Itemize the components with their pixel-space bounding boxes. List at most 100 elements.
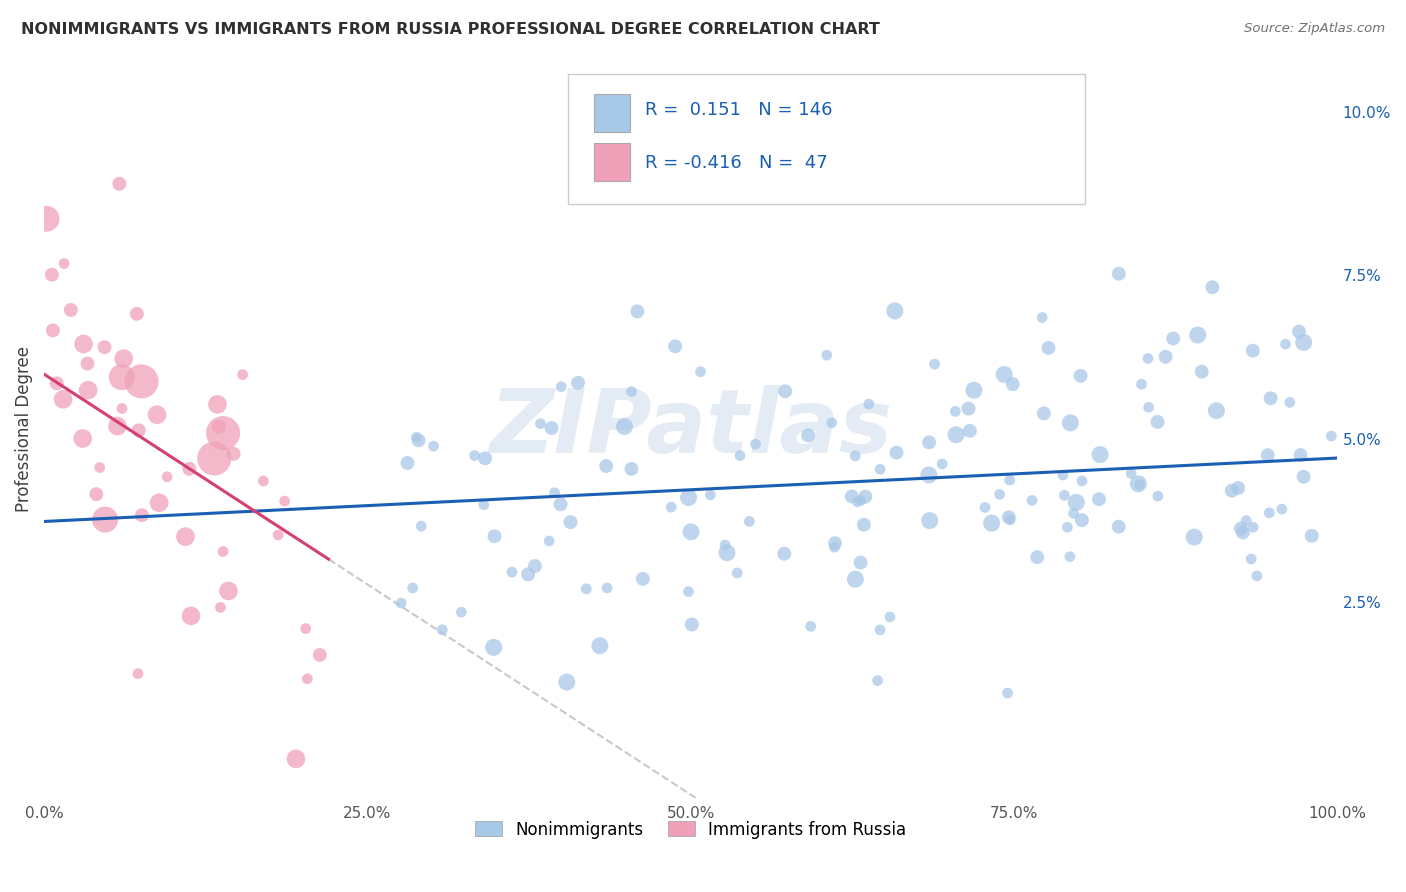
Point: [396, 456, 419, 470]
Text: R =  0.151   N = 146: R = 0.151 N = 146: [645, 101, 832, 119]
Point: [59, 302, 82, 317]
Point: [931, 457, 953, 471]
Point: [131, 375, 153, 389]
Y-axis label: Professional Degree: Professional Degree: [15, 346, 32, 512]
Point: [53, 256, 76, 270]
Point: [146, 408, 169, 422]
Point: [523, 559, 546, 574]
Point: [1129, 478, 1152, 492]
Point: [1136, 351, 1159, 366]
Point: [35, 211, 58, 226]
Point: [963, 383, 986, 397]
Point: [1220, 483, 1243, 498]
Point: [111, 370, 134, 384]
Point: [297, 672, 319, 686]
Point: [844, 449, 866, 463]
Point: [1026, 550, 1049, 565]
Point: [517, 567, 540, 582]
Point: [957, 401, 980, 416]
Point: [207, 397, 229, 411]
Point: [389, 596, 412, 610]
Point: [432, 623, 454, 637]
Point: [714, 538, 737, 552]
Point: [1038, 341, 1060, 355]
Point: [738, 515, 761, 529]
Point: [52, 392, 75, 407]
Point: [294, 622, 316, 636]
Point: [631, 572, 654, 586]
Point: [273, 494, 295, 508]
Point: [596, 581, 619, 595]
Point: [41, 268, 63, 282]
Point: [567, 376, 589, 390]
Point: [1059, 416, 1081, 430]
Point: [849, 556, 872, 570]
Point: [918, 467, 941, 482]
Point: [72, 432, 94, 446]
Point: [1227, 481, 1250, 495]
Point: [1063, 507, 1085, 521]
Point: [560, 515, 582, 529]
Point: [77, 383, 100, 397]
Point: [401, 581, 423, 595]
Point: [852, 517, 875, 532]
Point: [797, 428, 820, 442]
FancyBboxPatch shape: [593, 143, 630, 181]
Point: [945, 427, 967, 442]
Point: [450, 605, 472, 619]
Point: [1128, 476, 1150, 491]
Point: [1071, 513, 1094, 527]
Point: [659, 500, 682, 515]
Point: [550, 497, 572, 511]
Point: [1205, 403, 1227, 417]
Point: [408, 434, 430, 448]
Point: [1240, 552, 1263, 566]
Point: [222, 447, 245, 461]
Point: [538, 533, 561, 548]
Point: [595, 458, 617, 473]
Point: [869, 462, 891, 476]
Point: [529, 417, 551, 431]
Point: [125, 307, 148, 321]
Point: [681, 617, 703, 632]
Point: [689, 365, 711, 379]
Point: [1230, 522, 1253, 536]
Point: [422, 439, 444, 453]
Point: [1241, 343, 1264, 358]
Point: [1187, 328, 1209, 343]
Point: [111, 401, 134, 416]
Point: [1288, 325, 1310, 339]
Point: [869, 623, 891, 637]
Point: [1146, 415, 1168, 429]
Point: [1241, 520, 1264, 534]
Point: [998, 473, 1021, 487]
Point: [174, 530, 197, 544]
Point: [128, 423, 150, 437]
Point: [131, 508, 153, 523]
Point: [998, 513, 1021, 527]
Text: ZIPatlas: ZIPatlas: [489, 385, 891, 473]
Point: [1137, 401, 1160, 415]
Point: [858, 397, 880, 411]
Point: [821, 416, 844, 430]
Point: [841, 489, 863, 503]
Point: [853, 490, 876, 504]
Point: [1071, 474, 1094, 488]
Point: [1320, 429, 1343, 443]
Point: [1001, 377, 1024, 392]
Point: [620, 462, 643, 476]
Point: [924, 357, 946, 371]
Point: [127, 666, 149, 681]
Point: [716, 546, 738, 560]
Point: [217, 584, 239, 599]
Point: [148, 496, 170, 510]
Point: [1130, 377, 1153, 392]
Point: [1053, 488, 1076, 502]
Text: NONIMMIGRANTS VS IMMIGRANTS FROM RUSSIA PROFESSIONAL DEGREE CORRELATION CHART: NONIMMIGRANTS VS IMMIGRANTS FROM RUSSIA …: [21, 22, 880, 37]
Point: [202, 451, 225, 466]
Point: [998, 510, 1021, 524]
Point: [678, 491, 700, 505]
Point: [212, 425, 235, 440]
Point: [212, 544, 235, 558]
Point: [974, 500, 997, 515]
